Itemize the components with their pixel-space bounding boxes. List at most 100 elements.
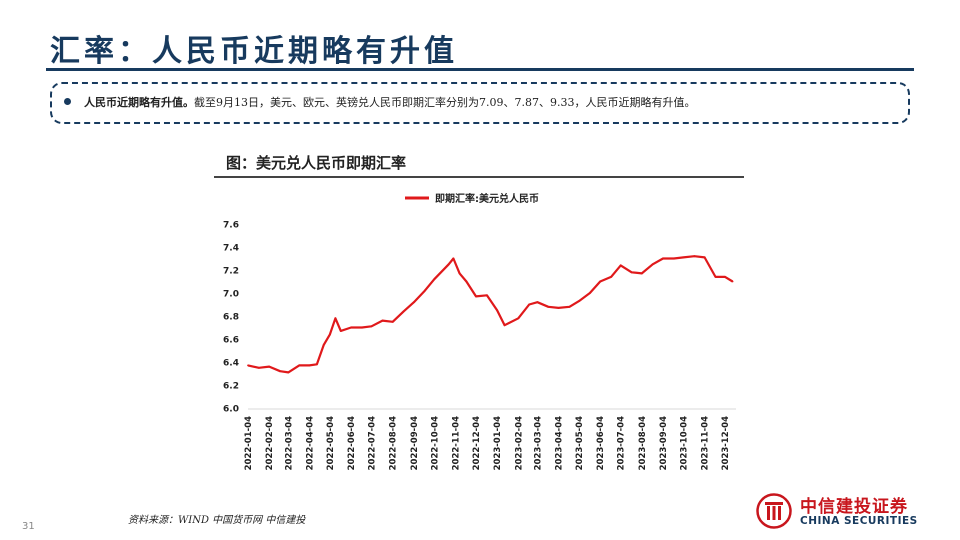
data-point: [589, 292, 591, 294]
x-tick-label: 2022-03-04: [284, 416, 294, 470]
data-point: [370, 325, 373, 328]
data-point: [339, 330, 342, 332]
data-point: [452, 257, 455, 260]
data-point: [308, 364, 311, 367]
data-point: [391, 320, 394, 323]
data-point: [610, 276, 612, 278]
data-point: [724, 276, 726, 278]
x-tick-label: 2023-01-04: [493, 416, 503, 470]
data-point: [731, 280, 734, 283]
summary-box: [50, 82, 910, 124]
data-point: [334, 317, 337, 320]
x-tick-label: 2023-07-04: [617, 416, 627, 470]
summary-lead: 人民币近期略有升值。: [84, 96, 194, 109]
x-tick-label: 2023-04-04: [555, 416, 565, 470]
y-tick-label: 7.0: [223, 290, 239, 300]
x-tick-label: 2023-08-04: [638, 416, 648, 470]
data-point: [447, 263, 450, 266]
data-point: [361, 326, 363, 329]
legend-label: 即期汇率:美元兑人民币: [435, 192, 539, 205]
x-tick-label: 2023-02-04: [514, 416, 524, 470]
y-tick-label: 6.8: [223, 313, 239, 323]
summary-body: 截至9月13日，美元、欧元、英镑兑人民币即期汇率分别为7.09、7.87、9.3…: [194, 96, 696, 109]
data-point: [547, 305, 550, 308]
data-point: [322, 343, 325, 346]
data-point: [247, 364, 249, 367]
source-note: 资料来源：WIND 中国货币网 中信建投: [128, 515, 306, 526]
bullet-icon: [64, 98, 71, 105]
data-point: [599, 280, 602, 283]
data-point: [517, 317, 520, 320]
x-tick-label: 2022-10-04: [430, 416, 440, 470]
data-point: [433, 278, 436, 281]
data-point: [682, 256, 685, 259]
y-tick-label: 7.6: [223, 221, 239, 231]
x-tick-label: 2022-01-04: [244, 416, 254, 470]
data-point: [279, 370, 281, 373]
data-point: [630, 271, 633, 274]
data-point: [640, 272, 643, 275]
data-point: [714, 276, 717, 278]
data-point: [258, 366, 260, 369]
data-point: [458, 272, 461, 275]
chart-title: 图：美元兑人民币即期汇率: [226, 154, 407, 172]
y-tick-label: 6.2: [223, 382, 239, 392]
data-point: [475, 295, 477, 298]
x-tick-label: 2023-12-04: [721, 416, 731, 470]
x-tick-label: 2023-03-04: [533, 416, 543, 470]
x-tick-label: 2023-11-04: [701, 416, 711, 470]
china-securities-logo-icon: [756, 493, 792, 529]
data-point: [503, 324, 506, 327]
data-point: [496, 309, 498, 312]
y-tick-label: 6.0: [223, 405, 239, 415]
data-point: [298, 364, 301, 367]
data-point: [350, 326, 352, 329]
data-point: [465, 280, 468, 283]
data-point: [528, 303, 531, 306]
data-point: [423, 289, 426, 292]
series-line: [247, 255, 734, 374]
y-tick-label: 6.4: [223, 359, 239, 369]
data-point: [381, 319, 384, 322]
y-tick-label: 7.2: [223, 267, 239, 277]
data-point: [329, 333, 331, 336]
data-point: [578, 300, 580, 302]
data-point: [651, 263, 654, 266]
data-point: [402, 310, 405, 313]
x-tick-label: 2022-06-04: [347, 416, 357, 470]
y-tick-label: 6.6: [223, 336, 239, 346]
data-point: [693, 255, 696, 258]
x-tick-label: 2023-06-04: [596, 416, 606, 470]
data-point: [673, 257, 675, 260]
x-tick-label: 2022-05-04: [326, 416, 336, 470]
x-tick-label: 2022-02-04: [265, 416, 275, 470]
brand-name-cn: 中信建投证券: [800, 497, 908, 517]
x-tick-label: 2022-09-04: [410, 416, 420, 470]
page-title: 汇率：人民币近期略有升值: [50, 34, 458, 69]
page-number: 31: [22, 521, 35, 532]
summary-text: 人民币近期略有升值。截至9月13日，美元、欧元、英镑兑人民币即期汇率分别为7.0…: [84, 94, 695, 110]
x-tick-label: 2023-09-04: [659, 416, 669, 470]
data-point: [287, 371, 290, 374]
data-point: [568, 305, 571, 308]
data-point: [703, 256, 706, 259]
data-point: [536, 301, 539, 304]
x-tick-label: 2022-04-04: [305, 416, 315, 470]
y-tick-label: 7.4: [223, 244, 239, 254]
x-tick-label: 2022-12-04: [472, 416, 482, 470]
x-tick-label: 2023-05-04: [575, 416, 585, 470]
x-tick-label: 2022-11-04: [451, 416, 461, 470]
x-tick-label: 2022-07-04: [368, 416, 378, 470]
data-point: [662, 257, 664, 260]
data-point: [268, 365, 271, 368]
data-point: [557, 307, 560, 309]
chart-title-rule: [214, 176, 744, 178]
data-point: [619, 264, 622, 267]
title-rule: [46, 68, 914, 71]
data-point: [316, 363, 318, 366]
x-tick-label: 2022-08-04: [389, 416, 399, 470]
brand-name-en: CHINA SECURITIES: [800, 515, 918, 527]
x-tick-label: 2023-10-04: [679, 416, 689, 470]
data-point: [486, 294, 488, 297]
